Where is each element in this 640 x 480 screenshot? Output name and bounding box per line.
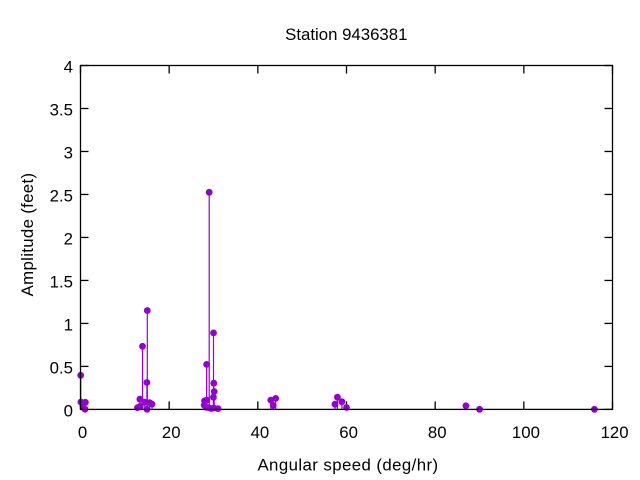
svg-text:120: 120 [601,423,629,442]
svg-text:Angular speed (deg/hr): Angular speed (deg/hr) [257,456,438,475]
svg-text:4: 4 [64,58,73,77]
svg-text:3.5: 3.5 [50,100,73,119]
svg-text:1.5: 1.5 [50,272,73,291]
svg-text:Amplitude (feet): Amplitude (feet) [18,173,37,297]
svg-text:1: 1 [64,315,73,334]
svg-text:0: 0 [78,423,87,442]
svg-text:20: 20 [162,423,181,442]
svg-text:Station 9436381: Station 9436381 [285,25,407,44]
svg-text:0: 0 [64,401,73,420]
svg-text:100: 100 [512,423,540,442]
svg-text:40: 40 [251,423,270,442]
svg-text:2: 2 [64,229,73,248]
svg-text:2.5: 2.5 [50,186,73,205]
svg-text:3: 3 [64,143,73,162]
svg-text:0.5: 0.5 [50,358,73,377]
svg-text:60: 60 [339,423,358,442]
svg-text:80: 80 [428,423,447,442]
